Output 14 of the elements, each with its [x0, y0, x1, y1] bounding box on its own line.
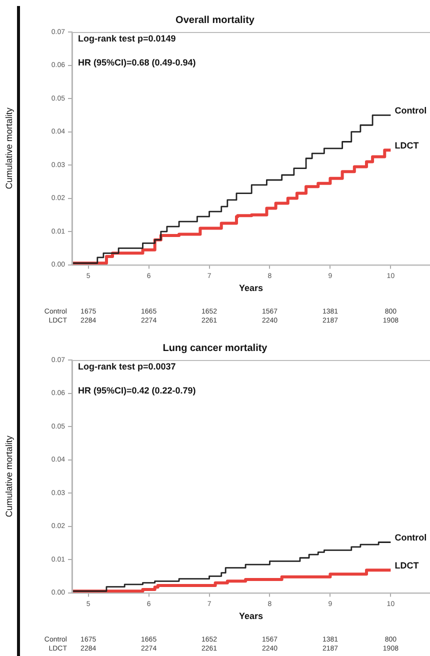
series-label: LDCT: [394, 560, 420, 571]
chart-title: Lung cancer mortality: [162, 342, 268, 354]
series-label: Control: [394, 532, 427, 543]
annotation: HR (95%CI)=0.68 (0.49-0.94): [78, 57, 196, 68]
x-axis-title: Years: [238, 611, 264, 622]
x-axis-title: Years: [238, 283, 264, 294]
y-axis-title: Cumulative mortality: [4, 107, 14, 190]
series-label: LDCT: [394, 140, 420, 151]
y-axis-title: Cumulative mortality: [4, 435, 14, 518]
chart-title: Overall mortality: [176, 14, 255, 26]
annotation: Log-rank test p=0.0149: [78, 33, 176, 44]
annotation: Log-rank test p=0.0037: [78, 361, 176, 372]
series-label: Control: [394, 106, 427, 116]
annotation: HR (95%CI)=0.42 (0.22-0.79): [78, 385, 196, 396]
